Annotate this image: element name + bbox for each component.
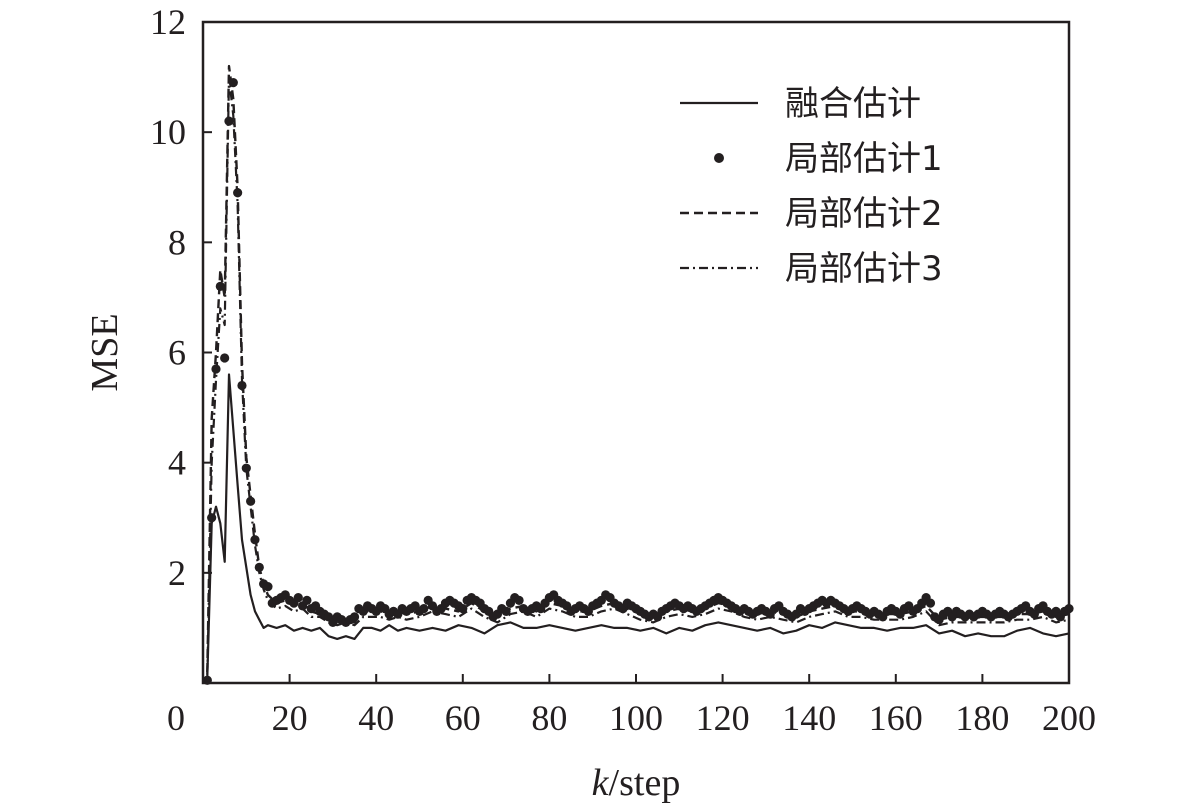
- legend-item: 局部估计2: [680, 194, 943, 234]
- plot-series: [202, 64, 1074, 685]
- data-point: [293, 593, 303, 603]
- x-tick-label: 120: [696, 698, 750, 738]
- data-point: [925, 598, 936, 608]
- legend-item: 融合估计: [680, 84, 921, 124]
- series-line-4: [206, 76, 1070, 675]
- data-point: [211, 364, 221, 374]
- data-point: [228, 77, 238, 88]
- legend-marker: [714, 153, 724, 163]
- y-tick-label: 2: [168, 553, 186, 593]
- data-point: [349, 612, 360, 622]
- data-point: [246, 496, 256, 506]
- x-tick-label: 40: [358, 698, 394, 738]
- y-tick-label: 6: [168, 333, 186, 373]
- x-tick-label: 80: [531, 698, 567, 738]
- y-axis-label: MSE: [84, 313, 126, 391]
- data-point: [220, 353, 230, 363]
- x-axis-label: k/step: [592, 762, 681, 804]
- data-point: [237, 380, 247, 391]
- legend-label: 局部估计2: [785, 194, 943, 234]
- legend-label: 局部估计3: [785, 249, 943, 289]
- data-point: [458, 604, 468, 614]
- legend-label: 局部估计1: [785, 139, 943, 179]
- legend-item: 局部估计3: [680, 249, 943, 289]
- x-axis-label-var: k: [592, 762, 610, 804]
- data-point: [419, 604, 429, 614]
- data-point: [514, 595, 524, 605]
- x-tick-label: 100: [609, 698, 663, 738]
- data-point: [302, 595, 312, 605]
- axis-ticks: 0 20 40 60 80 100 120 140 160 180 200 2 4 6 8 10 12: [150, 2, 1096, 738]
- data-point: [233, 188, 243, 198]
- data-point: [207, 513, 217, 523]
- x-tick-label: 0: [167, 698, 185, 738]
- series-dots-2: [202, 77, 1074, 685]
- x-tick-label: 180: [955, 698, 1009, 738]
- data-point: [215, 281, 225, 291]
- x-tick-label: 140: [782, 698, 836, 738]
- x-axis-label-unit: /step: [609, 762, 681, 804]
- x-tick-label: 20: [272, 698, 308, 738]
- data-point: [224, 116, 234, 126]
- legend-label: 融合估计: [785, 84, 921, 124]
- series-line-1: [206, 373, 1070, 678]
- x-tick-label: 60: [445, 698, 481, 738]
- y-tick-label: 10: [150, 112, 186, 152]
- data-point: [254, 562, 264, 572]
- data-point: [250, 535, 260, 545]
- y-tick-label: 12: [150, 2, 186, 42]
- plot-frame: [201, 20, 1071, 685]
- x-tick-label: 160: [869, 698, 923, 738]
- x-tick-label: 200: [1042, 698, 1096, 738]
- legend-item: 局部估计1: [714, 139, 943, 179]
- data-point: [263, 582, 273, 592]
- data-point: [501, 606, 511, 616]
- y-tick-label: 8: [168, 222, 186, 262]
- data-point: [241, 463, 251, 473]
- y-tick-label: 4: [168, 443, 186, 483]
